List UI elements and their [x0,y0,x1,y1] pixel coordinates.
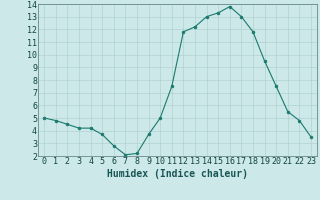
X-axis label: Humidex (Indice chaleur): Humidex (Indice chaleur) [107,169,248,179]
